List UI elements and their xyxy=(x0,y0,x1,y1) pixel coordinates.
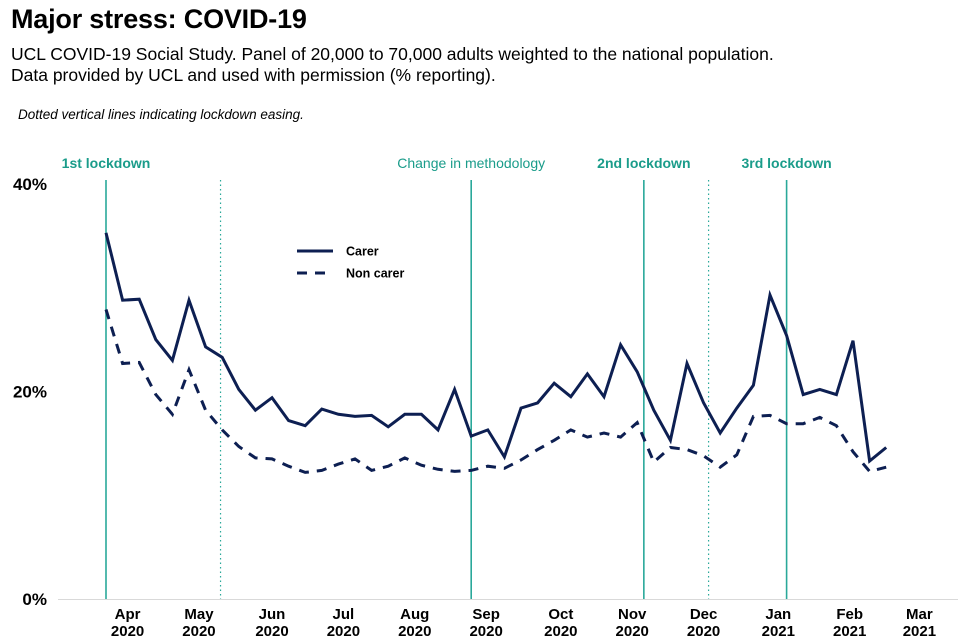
x-tick-month: Apr xyxy=(115,606,141,623)
x-tick-month: Jan xyxy=(765,606,791,623)
y-tick-label: 20% xyxy=(13,383,47,402)
x-tick-month: Jun xyxy=(259,606,286,623)
x-tick-year: 2020 xyxy=(255,623,288,640)
x-tick-year: 2020 xyxy=(327,623,360,640)
x-tick-month: Nov xyxy=(618,606,647,623)
legend: Carer Non carer xyxy=(297,245,404,281)
event-label: 1st lockdown xyxy=(62,155,151,171)
x-tick-year: 2021 xyxy=(903,623,936,640)
chart-note: Dotted vertical lines indicating lockdow… xyxy=(18,107,304,122)
y-tick-label: 40% xyxy=(13,175,47,194)
chart-subtitle: UCL COVID-19 Social Study. Panel of 20,0… xyxy=(11,44,774,86)
x-tick-month: Jul xyxy=(333,606,355,623)
x-tick-month: Dec xyxy=(690,606,718,623)
x-tick-year: 2020 xyxy=(111,623,144,640)
subtitle-line-2: Data provided by UCL and used with permi… xyxy=(11,65,496,85)
x-tick-year: 2020 xyxy=(469,623,502,640)
event-label: 3rd lockdown xyxy=(741,155,831,171)
event-label: 2nd lockdown xyxy=(597,155,690,171)
series-carer-line xyxy=(104,232,888,464)
series-lines xyxy=(104,232,888,474)
x-tick-year: 2020 xyxy=(398,623,431,640)
x-tick-year: 2020 xyxy=(687,623,720,640)
x-axis-ticks: Apr2020May2020Jun2020Jul2020Aug2020Sep20… xyxy=(111,606,936,640)
x-tick-month: Feb xyxy=(836,606,863,623)
y-tick-label: 0% xyxy=(22,590,47,609)
x-tick-year: 2021 xyxy=(833,623,866,640)
x-tick-month: Mar xyxy=(906,606,933,623)
x-tick-month: May xyxy=(184,606,214,623)
x-tick-month: Oct xyxy=(548,606,573,623)
subtitle-line-1: UCL COVID-19 Social Study. Panel of 20,0… xyxy=(11,44,774,64)
chart-title: Major stress: COVID-19 xyxy=(11,4,307,34)
x-tick-month: Sep xyxy=(472,606,500,623)
x-tick-year: 2020 xyxy=(544,623,577,640)
x-tick-year: 2020 xyxy=(182,623,215,640)
legend-label: Carer xyxy=(346,245,379,259)
event-lines: 1st lockdown Change in methodology 2nd loc… xyxy=(62,155,832,599)
event-label: Change in methodology xyxy=(397,155,545,171)
series-non-carer-line xyxy=(104,309,887,474)
legend-label: Non carer xyxy=(346,267,404,281)
x-tick-year: 2021 xyxy=(762,623,795,640)
y-axis-ticks: 0% 20% 40% xyxy=(13,175,47,609)
x-tick-month: Aug xyxy=(400,606,429,623)
x-tick-year: 2020 xyxy=(616,623,649,640)
